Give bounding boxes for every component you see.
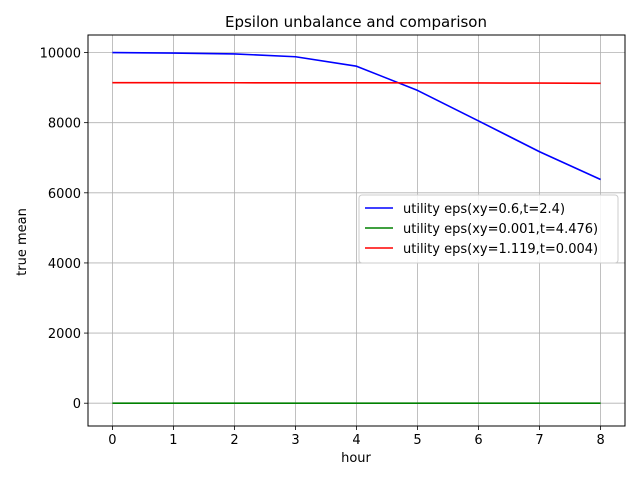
y-tick-label: 8000 (48, 117, 81, 132)
x-tick-label: 3 (291, 433, 299, 448)
legend-label-1: utility eps(xy=0.6,t=2.4) (403, 202, 565, 217)
y-tick-label: 6000 (48, 187, 81, 202)
x-tick-label: 6 (474, 433, 482, 448)
x-tick-label: 2 (230, 433, 238, 448)
x-axis-label: hour (341, 451, 371, 466)
chart-title: Epsilon unbalance and comparison (225, 13, 487, 31)
x-tick-label: 7 (535, 433, 543, 448)
legend-label-3: utility eps(xy=1.119,t=0.004) (403, 242, 598, 257)
legend-box (358, 194, 619, 264)
series-line-1 (112, 51, 601, 181)
series-lines (112, 51, 601, 405)
legend-label-2: utility eps(xy=0.001,t=4.476) (403, 222, 598, 237)
x-tick-label: 1 (169, 433, 177, 448)
series-line-3 (112, 81, 601, 85)
x-tick-label: 4 (352, 433, 360, 448)
legend: utility eps(xy=0.6,t=2.4) utility eps(xy=… (358, 194, 619, 264)
y-tick-label: 10000 (40, 47, 81, 62)
y-axis-label: true mean (15, 208, 30, 276)
x-tick-label: 5 (413, 433, 421, 448)
y-tick-label: 2000 (48, 327, 81, 342)
y-tick-label: 0 (73, 397, 81, 412)
x-tick-label: 8 (596, 433, 604, 448)
y-tick-label: 4000 (48, 257, 81, 272)
x-tick-label: 0 (108, 433, 116, 448)
ticks: 0 1 2 3 4 5 6 7 8 0 2000 4000 6000 8000 10000 (40, 47, 605, 448)
